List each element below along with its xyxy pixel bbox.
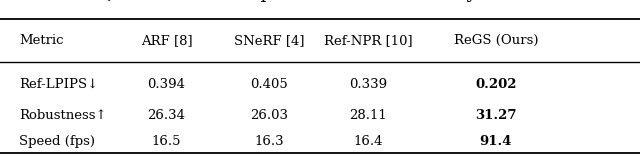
Text: 0.202: 0.202 [476,78,516,91]
Text: Ref-LPIPS↓: Ref-LPIPS↓ [19,78,99,91]
Text: 16.3: 16.3 [254,135,284,149]
Text: 31.27: 31.27 [476,109,516,122]
Text: 26.03: 26.03 [250,109,288,122]
Text: 0.394: 0.394 [147,78,186,91]
Text: 28.11: 28.11 [349,109,387,122]
Text: Speed (fps): Speed (fps) [19,135,95,149]
Text: Table 1: Quantitative comparison of different stylization method: Table 1: Quantitative comparison of diff… [17,0,623,2]
Text: Metric: Metric [19,34,64,47]
Text: 16.4: 16.4 [353,135,383,149]
Text: 91.4: 91.4 [480,135,512,149]
Text: Ref-NPR [10]: Ref-NPR [10] [324,34,412,47]
Text: 0.405: 0.405 [250,78,287,91]
Text: 16.5: 16.5 [152,135,181,149]
Text: ARF [8]: ARF [8] [141,34,192,47]
Text: Robustness↑: Robustness↑ [19,109,107,122]
Text: 0.339: 0.339 [349,78,387,91]
Text: 26.34: 26.34 [147,109,186,122]
Text: SNeRF [4]: SNeRF [4] [234,34,304,47]
Text: ReGS (Ours): ReGS (Ours) [454,34,538,47]
